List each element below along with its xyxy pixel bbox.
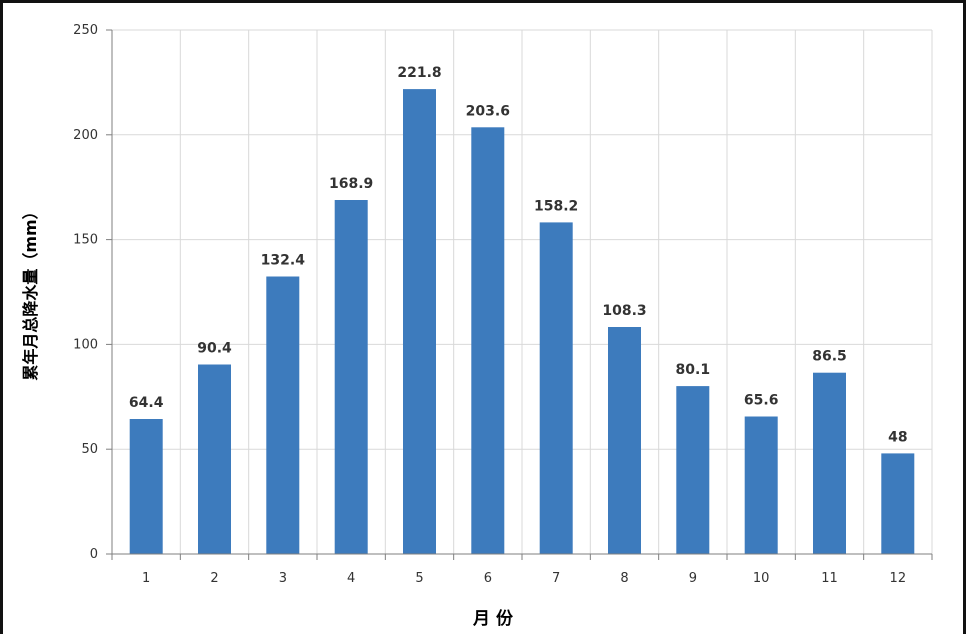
bar-12 [881,453,915,554]
data-label: 108.3 [602,303,646,319]
data-label: 64.4 [129,395,164,411]
x-tick-label: 8 [620,571,628,586]
axes [106,29,933,560]
y-tick-label: 150 [73,233,98,248]
bar-3 [266,276,300,554]
bar-5 [403,89,436,554]
data-label: 86.5 [812,349,847,365]
bar-2 [198,364,231,554]
x-tick-label: 7 [552,571,560,586]
x-tick-label: 5 [415,571,423,586]
x-tick-label: 1 [142,571,150,586]
y-tick-label: 250 [73,23,98,38]
y-tick-labels: 0 50 100 150 200 250 [73,23,98,562]
x-tick-label: 4 [347,571,355,586]
data-label: 168.9 [329,176,373,192]
bar-6 [471,127,505,555]
x-tick-label: 3 [279,571,287,586]
data-label: 80.1 [676,362,711,378]
bar-series [129,89,915,555]
grid-lines [112,29,933,554]
y-tick-label: 0 [90,547,98,562]
bar-9 [676,386,710,554]
data-label: 158.2 [534,198,578,214]
y-tick-label: 200 [73,128,98,143]
bar-10 [744,416,778,554]
data-label: 48 [888,429,907,445]
bar-11 [813,372,846,554]
x-tick-label: 9 [689,571,697,586]
x-axis-title: 月 份 [472,608,514,629]
data-label: 90.4 [197,341,232,357]
data-label: 65.6 [744,393,779,409]
y-axis-title: 累年月总降水量（mm） [21,203,40,380]
bar-8 [608,327,641,554]
x-tick-label: 6 [484,571,492,586]
bar-1 [129,419,163,554]
x-tick-label: 2 [210,571,218,586]
x-tick-label: 11 [821,571,838,586]
x-tick-labels: 1 2 3 4 5 6 7 8 9 10 11 12 [142,571,906,586]
data-labels: 64.4 90.4 132.4 168.9 221.8 203.6 158.2 108.3 80… [129,65,908,445]
bar-7 [539,222,573,554]
data-label: 221.8 [397,65,441,81]
y-tick-label: 50 [81,442,98,457]
x-tick-label: 10 [753,571,770,586]
bar-4 [334,200,368,554]
data-label: 203.6 [466,103,510,119]
x-tick-label: 12 [890,571,907,586]
data-label: 132.4 [261,252,306,268]
y-tick-label: 100 [73,337,98,352]
